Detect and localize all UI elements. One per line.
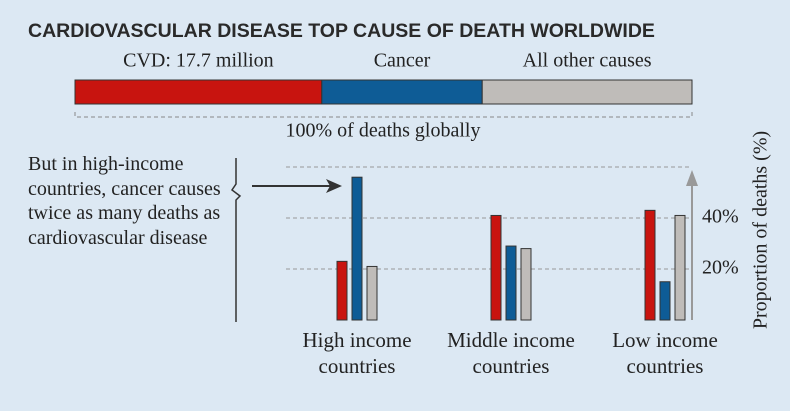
y-axis-label: Proportion of deaths (%) — [750, 131, 772, 329]
y-tick-label: 40% — [702, 206, 739, 228]
annotation-bracket — [230, 158, 242, 322]
share-segment — [481, 79, 693, 105]
y-tick-label: 20% — [702, 257, 739, 279]
x-tick-label: Middle income countries — [447, 328, 575, 378]
bar — [520, 248, 532, 321]
bar — [366, 265, 378, 321]
y-axis-arrow — [686, 170, 698, 186]
bar — [659, 281, 671, 321]
annotation: But in high-income countries, cancer cau… — [28, 153, 221, 249]
bar — [336, 260, 348, 321]
x-tick-label: Low income countries — [612, 328, 718, 378]
share-label: CVD: 17.7 million — [123, 50, 274, 72]
bar — [505, 245, 517, 321]
bar — [351, 176, 363, 321]
arrow-head — [326, 179, 342, 193]
share-segment — [321, 79, 483, 105]
share-label: Cancer — [374, 50, 431, 72]
breakdown-caption: 100% of deaths globally — [286, 120, 481, 142]
x-tick-label: High income countries — [302, 328, 412, 378]
bar — [490, 214, 502, 321]
bar — [674, 214, 686, 321]
share-label: All other causes — [523, 50, 652, 72]
share-segment — [74, 79, 323, 105]
bar — [644, 209, 656, 321]
bracket — [74, 112, 693, 118]
chart-title: CARDIOVASCULAR DISEASE TOP CAUSE OF DEAT… — [28, 20, 655, 42]
